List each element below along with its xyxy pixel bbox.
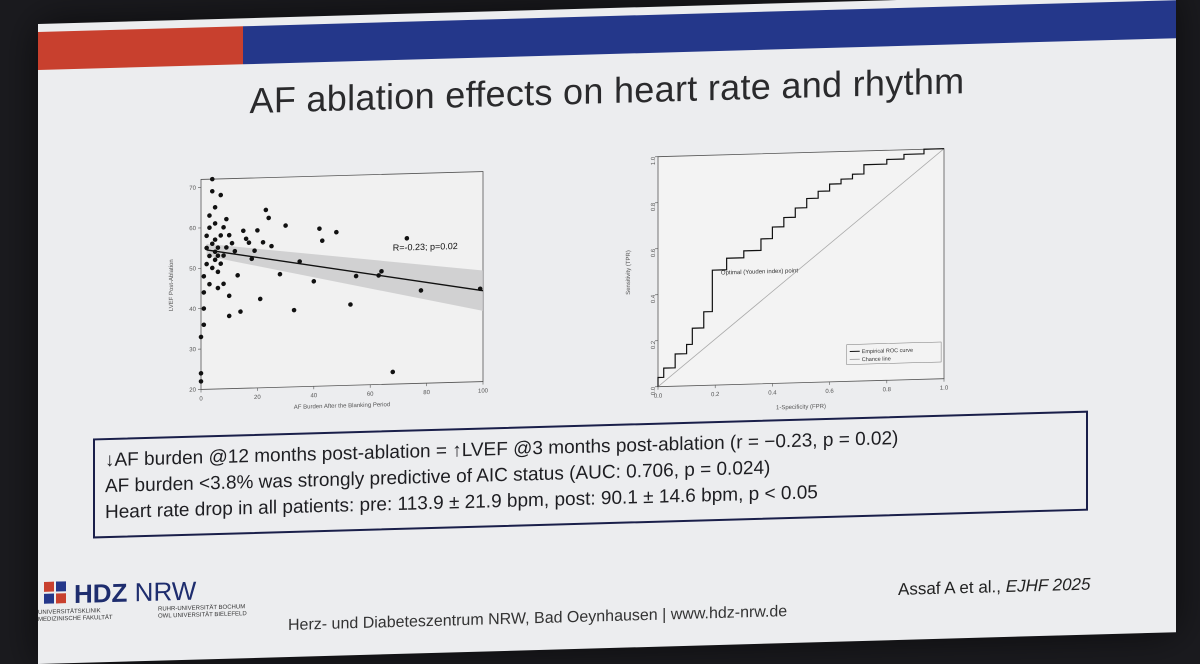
x-tick-label: 60 (367, 392, 374, 398)
y-axis-label: LVEF Post-Ablation (169, 259, 175, 311)
hdz-logo-icon (44, 581, 66, 604)
university-right: RUHR-UNIVERSITÄT BOCHUM OWL UNIVERSITÄT … (158, 604, 247, 620)
slide-title: AF ablation effects on heart rate and rh… (38, 54, 1176, 128)
y-tick-label: 0.0 (651, 386, 657, 395)
x-tick-label: 20 (254, 395, 261, 401)
y-tick-label: 70 (189, 186, 196, 192)
x-tick-label: 0.2 (711, 392, 720, 398)
logo-name-light: NRW (135, 576, 197, 608)
x-tick-label: 1.0 (940, 386, 949, 392)
x-tick-label: 0.6 (825, 389, 834, 395)
correlation-annotation: R=-0.23; p=0.02 (393, 241, 458, 253)
y-tick-label: 20 (189, 388, 196, 394)
y-tick-label: 0.2 (651, 340, 657, 349)
x-axis-label: AF Burden After the Blanking Period (294, 402, 390, 411)
citation: Assaf A et al., EJHF 2025 (898, 575, 1090, 600)
footer-text: Herz- und Diabeteszentrum NRW, Bad Oeynh… (288, 603, 787, 635)
y-tick-label: 0.4 (651, 294, 657, 303)
x-tick-label: 100 (478, 388, 489, 394)
citation-journal: EJHF 2025 (1006, 575, 1091, 596)
y-tick-label: 1.0 (651, 156, 657, 165)
presentation-slide: AF ablation effects on heart rate and rh… (38, 0, 1176, 664)
legend-label-chance: Chance line (862, 356, 891, 363)
uni-right-2: OWL UNIVERSITÄT BIELEFELD (158, 611, 247, 620)
y-tick-label: 40 (189, 307, 196, 313)
y-tick-label: 30 (189, 347, 196, 353)
uni-left-2: MEDIZINISCHE FAKULTÄT (38, 615, 113, 624)
x-axis-label: 1-Specificity (FPR) (776, 404, 826, 411)
header-bar-red (38, 26, 243, 70)
y-axis-label: Sensitivity (TPR) (626, 250, 632, 295)
y-tick-label: 50 (189, 266, 196, 272)
y-tick-label: 60 (189, 226, 196, 232)
x-tick-label: 0 (199, 396, 203, 402)
header-bar-blue (243, 0, 1176, 64)
citation-authors: Assaf A et al., (898, 577, 1006, 599)
x-tick-label: 0.4 (768, 390, 777, 396)
x-tick-label: 40 (310, 393, 317, 399)
logo-name-bold: HDZ (74, 578, 127, 609)
summary-box: ↓AF burden @12 months post-ablation = ↑L… (93, 411, 1088, 539)
x-tick-label: 80 (423, 390, 430, 396)
y-tick-label: 0.6 (651, 248, 657, 257)
y-tick-label: 0.8 (651, 202, 657, 211)
x-tick-label: 0.8 (883, 387, 892, 393)
university-left: UNIVERSITÄTSKLINIK MEDIZINISCHE FAKULTÄT (38, 608, 113, 624)
hdz-logo-text: HDZ NRW (74, 576, 196, 610)
